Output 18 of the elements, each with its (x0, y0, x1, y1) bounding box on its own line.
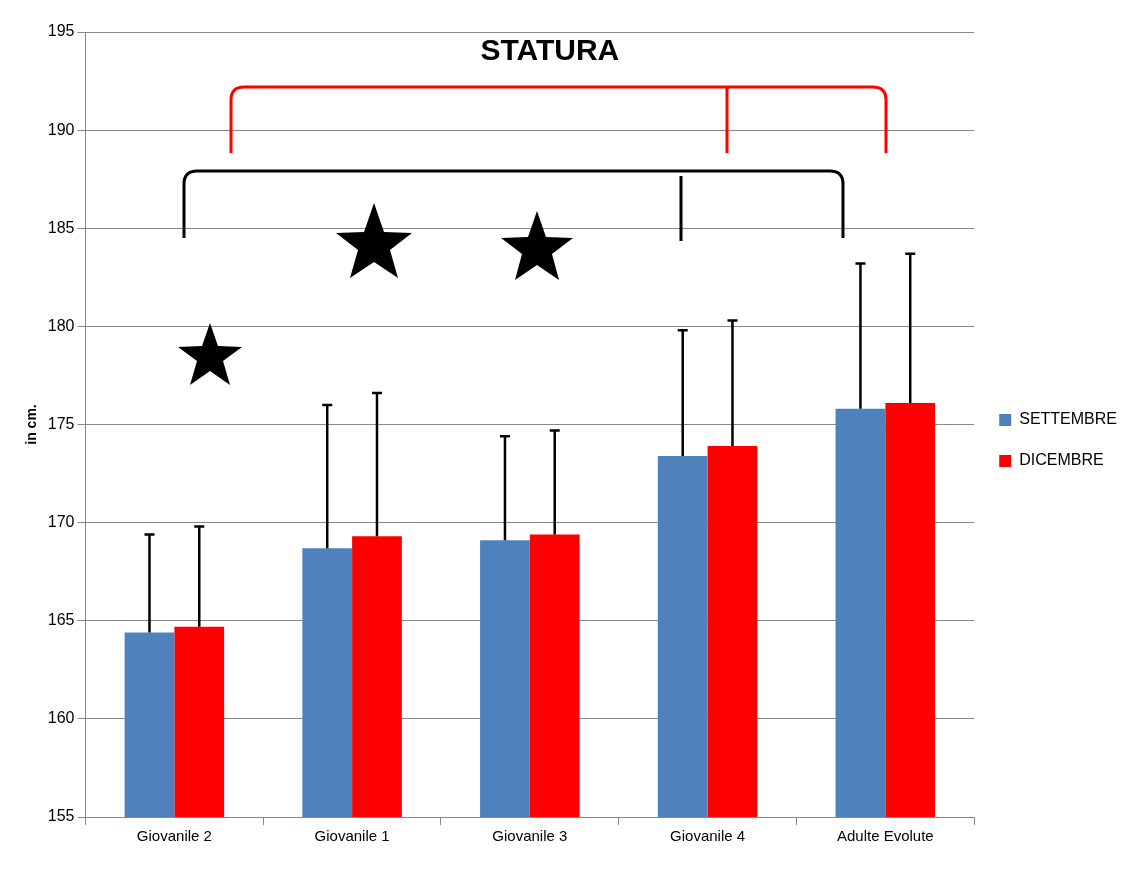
y-tick-label: 180 (47, 316, 75, 334)
legend-label: DICEMBRE (1019, 451, 1104, 469)
x-tick-label: Giovanile 4 (670, 827, 746, 845)
x-tick-label: Adulte Evolute (836, 827, 934, 845)
y-axis-title: in cm. (23, 404, 40, 445)
x-tick-label: Giovanile 3 (492, 827, 568, 845)
y-tick-label: 170 (47, 513, 75, 531)
x-tick-label: Giovanile 2 (136, 827, 212, 845)
x-tick-label: Giovanile 1 (314, 827, 390, 845)
y-tick-label: 155 (47, 807, 75, 825)
y-tick-label: 190 (47, 120, 75, 138)
y-tick-label: 160 (47, 709, 75, 727)
y-tick-label: 165 (47, 611, 75, 629)
legend-label: SETTEMBRE (1019, 410, 1118, 428)
y-tick-label: 175 (47, 414, 75, 432)
y-tick-label: 195 (47, 22, 75, 40)
y-tick-label: 185 (47, 218, 75, 236)
chart-title: STATURA (480, 33, 620, 67)
